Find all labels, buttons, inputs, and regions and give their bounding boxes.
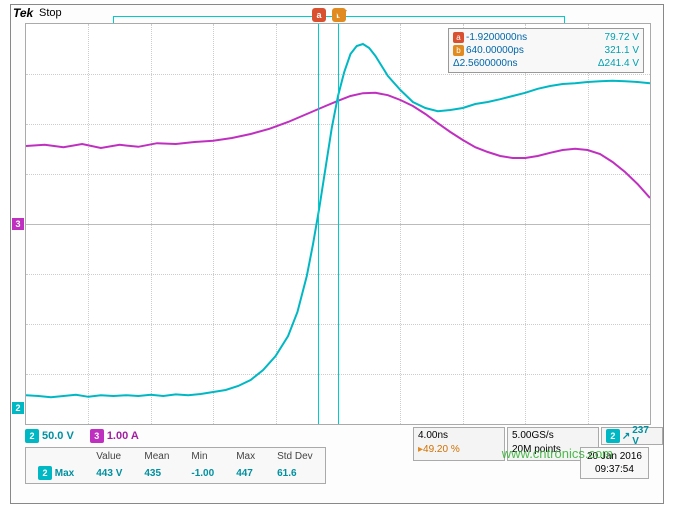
ch2-badge: 2 [25, 429, 39, 443]
timebase-pos: 49.20 % [423, 444, 460, 455]
cursor-b-volt: 321.1 V [605, 44, 639, 57]
bottom-area: 2 50.0 V 3 1.00 A 4.00ns ▸49.20 % 5.00GS… [11, 425, 663, 503]
cursor-b-line[interactable]: b [338, 24, 339, 424]
trigger-box[interactable]: 2 ↗ 237 V [601, 427, 663, 445]
ch2-scale-box[interactable]: 2 50.0 V [25, 429, 74, 443]
measurement-table: ValueMeanMinMaxStd Dev 2 Max443 V435-1.0… [25, 447, 326, 484]
cursor-readout: a-1.9200000ns 79.72 V b640.00000ps 321.1… [448, 28, 644, 73]
trig-ch-badge: 2 [606, 429, 620, 443]
trigger-pos-marker[interactable] [335, 10, 347, 20]
cursor-b-time: 640.00000ps [466, 45, 524, 56]
watermark: www.cntronics.com [502, 446, 613, 461]
cursor-delta-volt: Δ241.4 V [598, 57, 639, 70]
cursor-a-volt: 79.72 V [605, 31, 639, 44]
scope-frame: Tek Stop a b 2 3 a-1.9200000ns 79.72 V b… [10, 4, 664, 504]
ch3-scale-box[interactable]: 3 1.00 A [90, 429, 139, 443]
trig-level: 237 V [632, 425, 658, 447]
channel-scale-row: 2 50.0 V 3 1.00 A 4.00ns ▸49.20 % 5.00GS… [25, 427, 649, 445]
cursor-delta-time: Δ2.5600000ns [453, 57, 518, 70]
trig-slope-icon: ↗ [622, 431, 630, 442]
timebase-box[interactable]: 4.00ns ▸49.20 % [413, 427, 505, 461]
ch3-badge: 3 [90, 429, 104, 443]
cursor-a-line[interactable]: a [318, 24, 319, 424]
sample-rate: 5.00GS/s [512, 429, 594, 443]
cursor-a-time: -1.9200000ns [466, 32, 527, 43]
readout-a-badge: a [453, 32, 464, 43]
ch2-scale: 50.0 V [42, 430, 74, 442]
ch2-gnd-indicator[interactable]: 2 [12, 402, 24, 414]
readout-b-badge: b [453, 45, 464, 56]
timebase-scale: 4.00ns [418, 429, 500, 443]
ch3-gnd-indicator[interactable]: 3 [12, 218, 24, 230]
acq-status: Stop [39, 7, 62, 19]
graticule[interactable]: a b 2 3 a-1.9200000ns 79.72 V b640.00000… [25, 23, 651, 425]
brand-label: Tek [13, 6, 33, 20]
cursor-a-marker[interactable]: a [312, 8, 326, 22]
ch3-scale: 1.00 A [107, 430, 139, 442]
time-label: 09:37:54 [587, 463, 642, 476]
